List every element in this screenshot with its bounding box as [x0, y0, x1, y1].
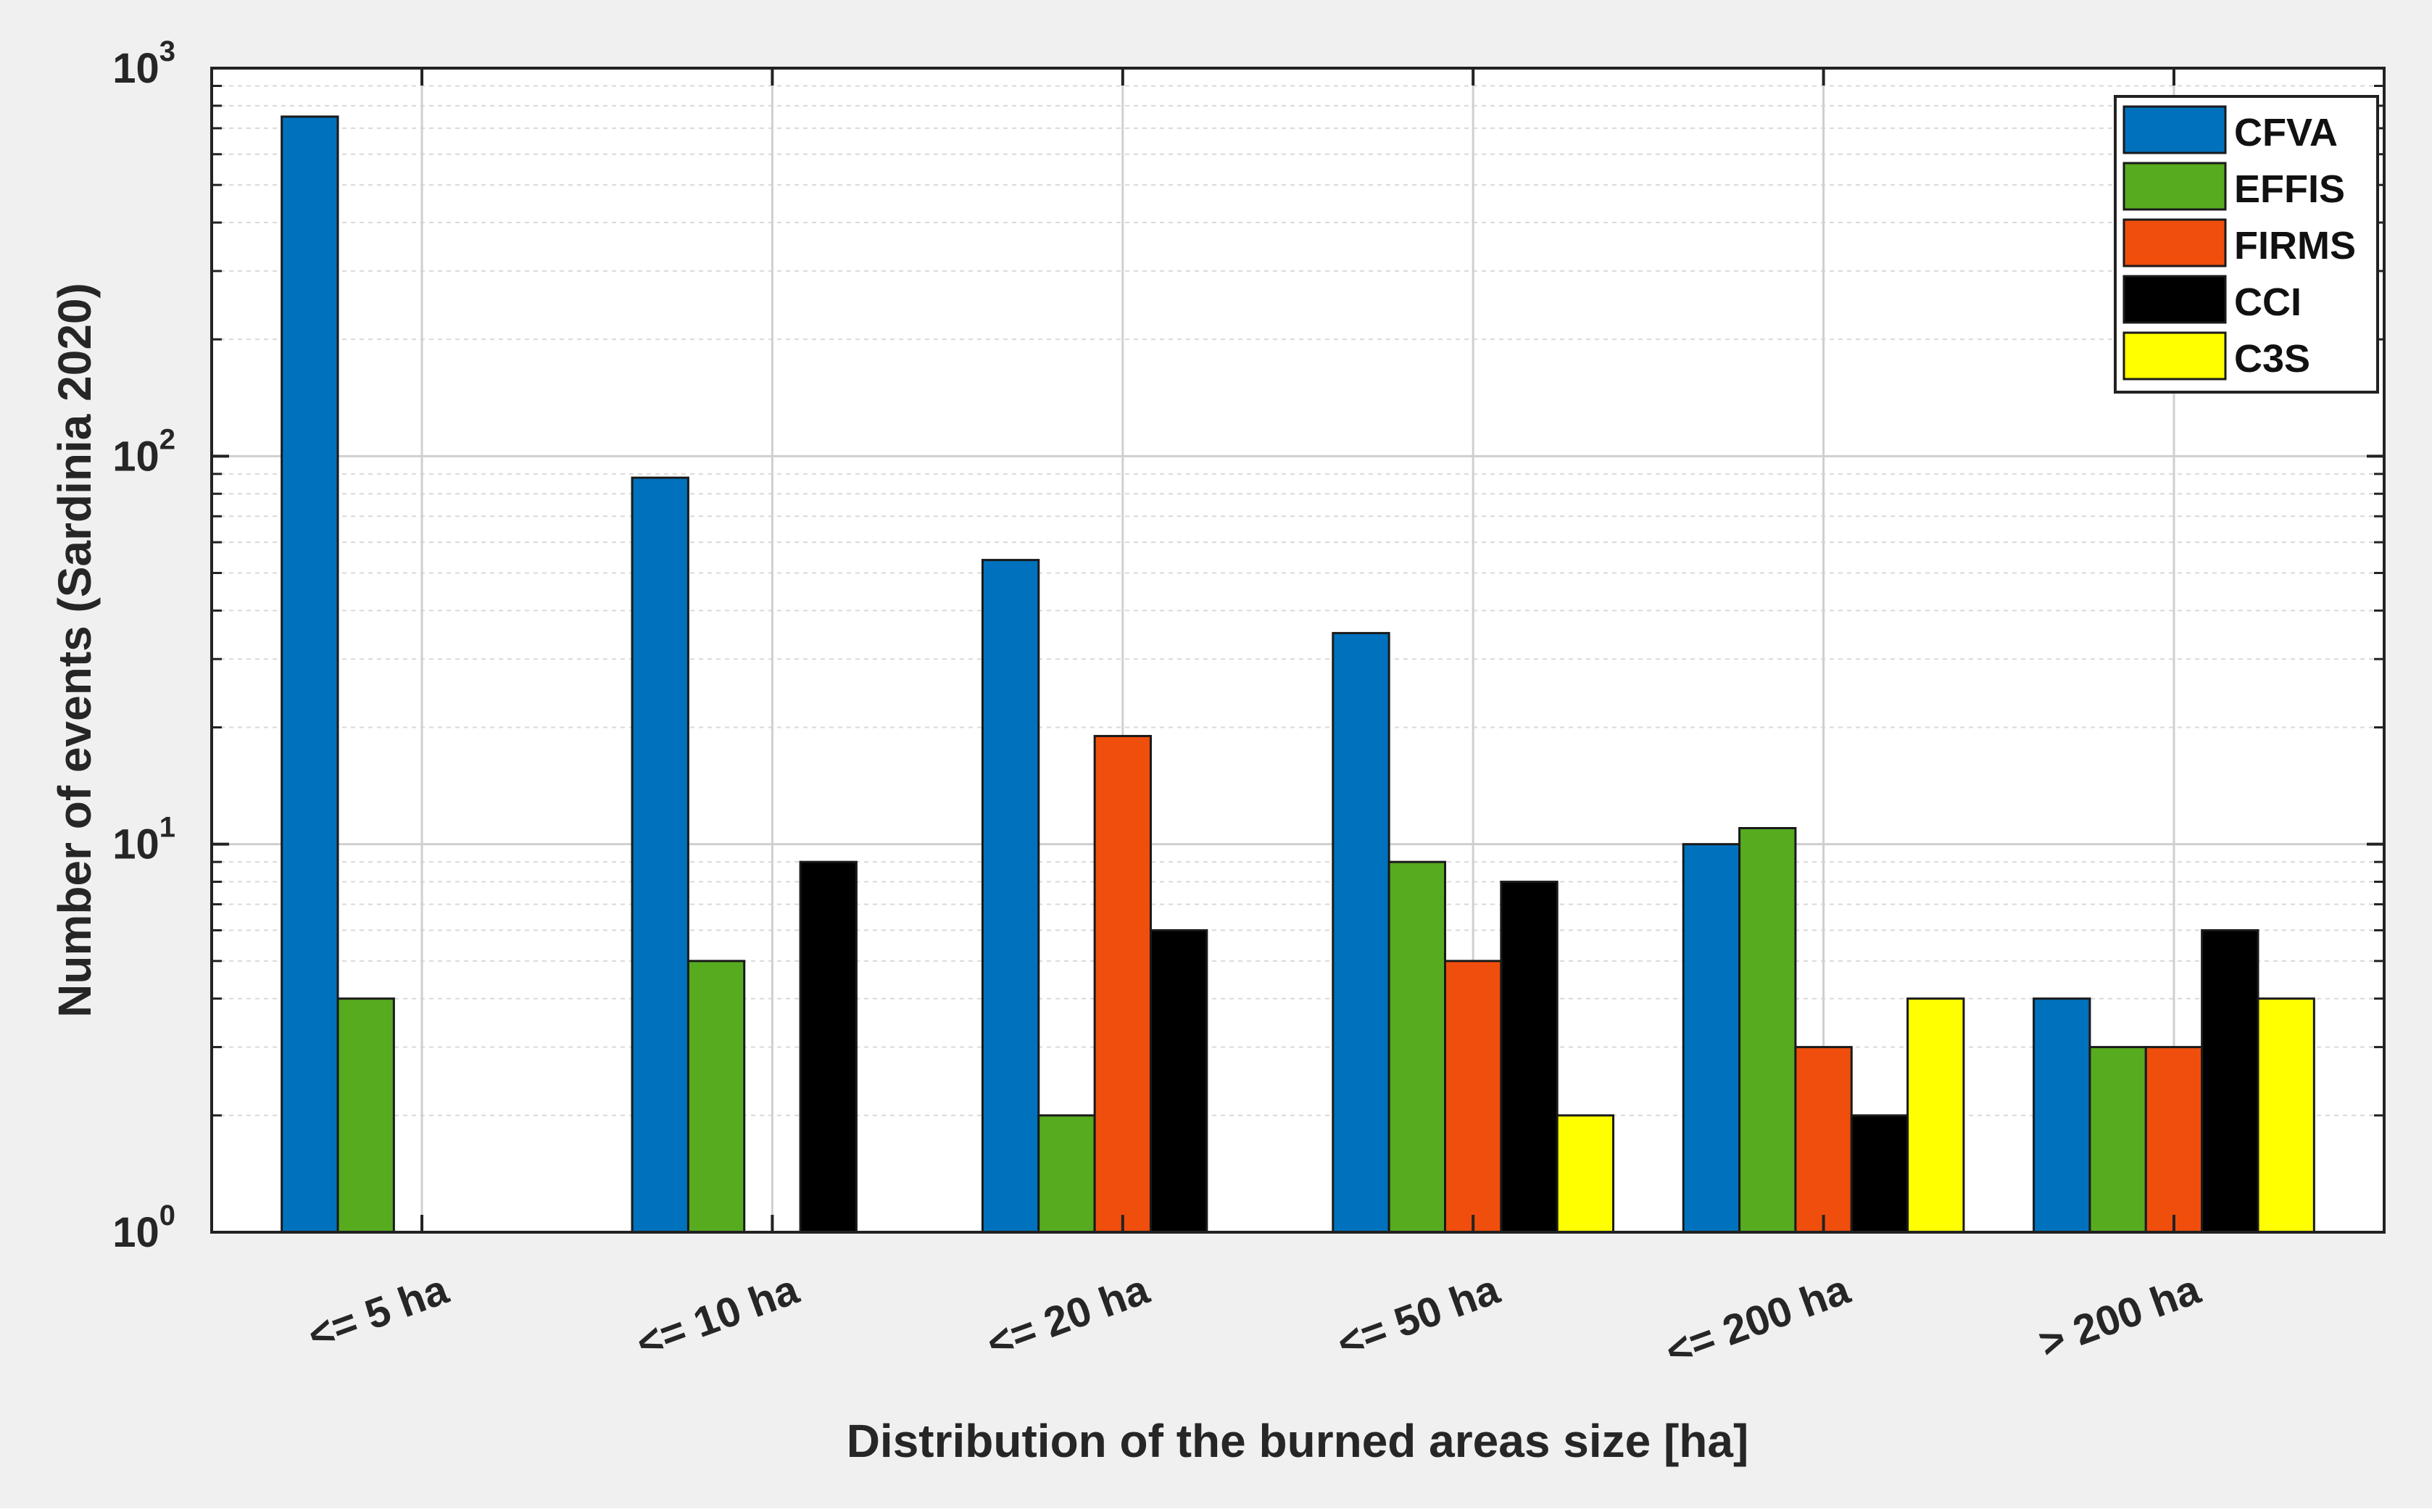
legend-swatch — [2122, 105, 2227, 154]
bar-c3s — [2257, 997, 2315, 1234]
bars — [281, 115, 2315, 1234]
bar-firms — [1093, 734, 1152, 1234]
bar-cci — [1850, 1114, 1909, 1234]
legend-label: C3S — [2234, 337, 2310, 381]
legend-label: FIRMS — [2234, 224, 2356, 267]
x-tick-labels: <= 5 ha <= 10 ha <= 20 ha <= 50 ha <= 200 ha… — [302, 1266, 2207, 1376]
legend-swatch — [2122, 331, 2227, 381]
legend: CFVA EFFIS FIRMS CCI C3S — [2114, 95, 2379, 394]
bar-cfva — [2033, 997, 2091, 1234]
plot-frame — [210, 67, 2386, 1234]
bar-cci — [2201, 929, 2259, 1234]
bar-effis — [1037, 1114, 1096, 1234]
y-tick-labels: 100 101 102 103 — [112, 36, 175, 1256]
bar-effis — [1387, 860, 1447, 1234]
legend-swatch — [2122, 275, 2227, 324]
legend-label: CCI — [2234, 281, 2302, 324]
bar-cfva — [1332, 631, 1390, 1234]
bar-cfva — [281, 115, 339, 1234]
bar-firms — [1444, 960, 1503, 1234]
bar-effis — [336, 997, 395, 1234]
bar-cci — [1500, 881, 1559, 1234]
axis-ticks — [212, 67, 2384, 1234]
y-tick-label: 102 — [112, 423, 175, 480]
bar-cci — [1149, 929, 1208, 1234]
bar-effis — [2088, 1046, 2147, 1234]
bar-effis — [686, 960, 746, 1234]
bar-cci — [799, 860, 858, 1234]
y-axis-label: Number of events (Sardinia 2020) — [49, 283, 101, 1018]
bar-effis — [1738, 827, 1797, 1234]
legend-swatch — [2122, 218, 2227, 267]
legend-label: CFVA — [2234, 111, 2338, 154]
bar-firms — [1794, 1046, 1853, 1234]
y-tick-label: 100 — [112, 1200, 175, 1256]
y-tick-label: 101 — [112, 812, 175, 868]
legend-label: EFFIS — [2234, 167, 2345, 211]
bar-cfva — [631, 476, 689, 1234]
bar-cfva — [981, 559, 1040, 1234]
legend-swatch — [2122, 162, 2227, 211]
bar-c3s — [1906, 997, 1965, 1234]
bar-firms — [2144, 1046, 2204, 1234]
x-axis-label: Distribution of the burned areas size [h… — [847, 1415, 1749, 1467]
plot-area — [212, 68, 2384, 1232]
bar-c3s — [1556, 1114, 1615, 1234]
y-tick-label: 103 — [112, 36, 175, 92]
bar-cfva — [1682, 843, 1741, 1234]
